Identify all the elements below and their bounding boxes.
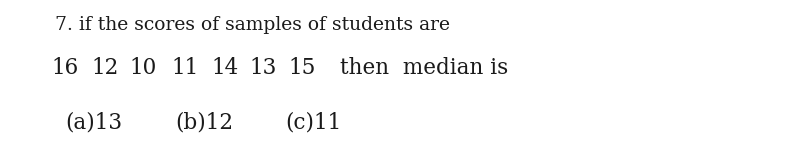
Text: 15: 15 [288, 57, 316, 79]
Text: 12: 12 [91, 57, 118, 79]
Text: 14: 14 [211, 57, 238, 79]
Text: 13: 13 [250, 57, 277, 79]
Text: 10: 10 [130, 57, 157, 79]
Text: (b)12: (b)12 [175, 112, 233, 134]
Text: 16: 16 [51, 57, 78, 79]
Text: 7. if the scores of samples of students are: 7. if the scores of samples of students … [55, 16, 450, 34]
Text: 11: 11 [171, 57, 198, 79]
Text: then  median is: then median is [340, 57, 508, 79]
Text: (c)11: (c)11 [285, 112, 342, 134]
Text: (a)13: (a)13 [65, 112, 122, 134]
